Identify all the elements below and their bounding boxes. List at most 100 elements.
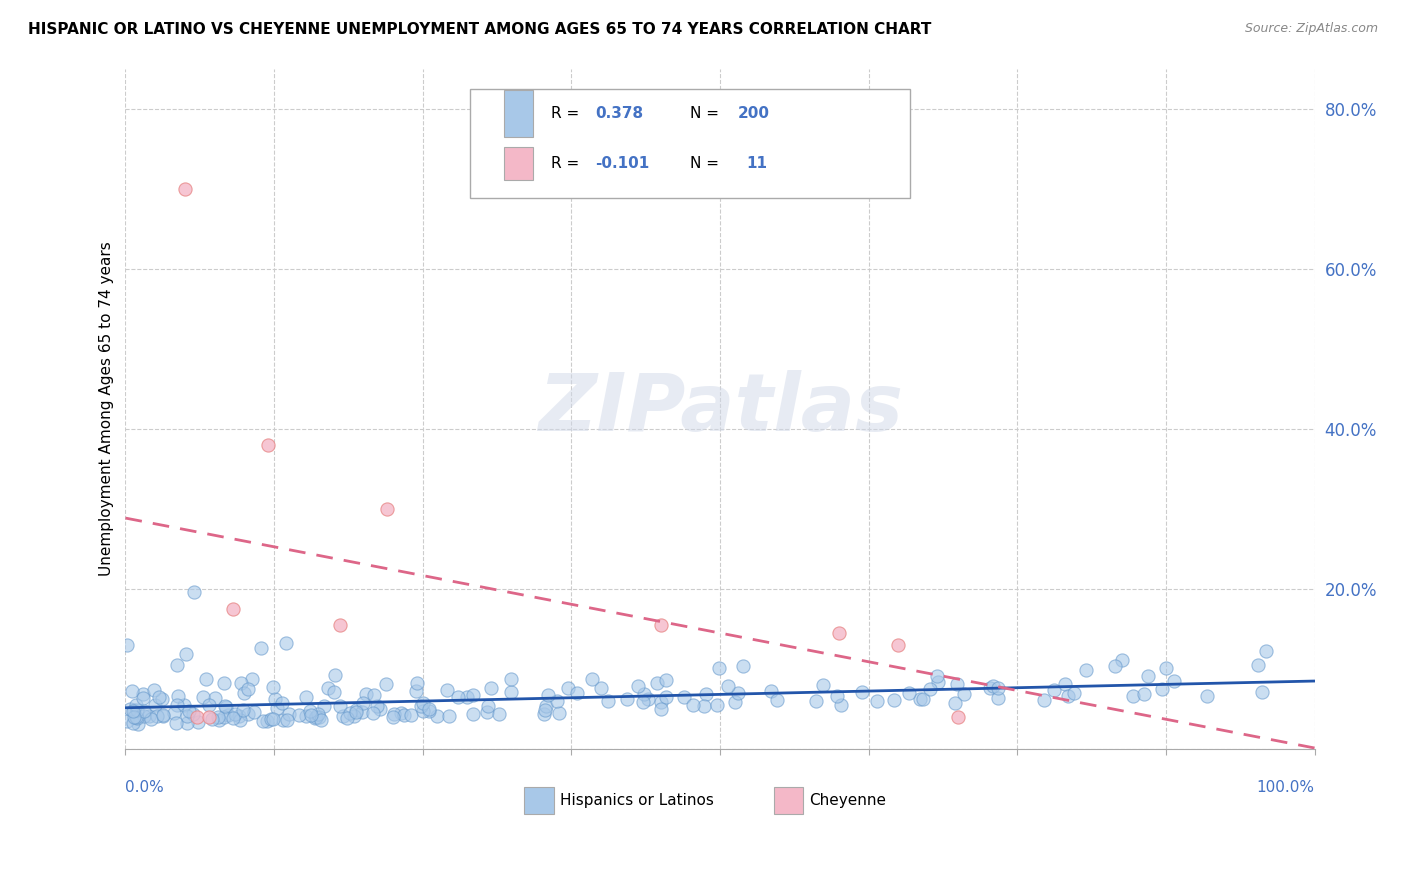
Point — [405, 683, 427, 698]
Point — [392, 708, 415, 723]
Point — [115, 638, 138, 652]
Point — [418, 702, 440, 716]
Point — [1133, 687, 1156, 701]
Point — [224, 706, 246, 721]
Point — [163, 706, 186, 720]
Point — [1057, 689, 1080, 703]
Point — [295, 690, 318, 704]
Point — [145, 709, 167, 723]
Point — [242, 705, 264, 719]
Point — [943, 696, 966, 710]
Point — [987, 681, 1010, 695]
Text: -0.101: -0.101 — [595, 156, 650, 170]
Text: 100.0%: 100.0% — [1257, 780, 1315, 795]
Point — [1246, 657, 1268, 672]
Point — [830, 698, 852, 712]
Point — [911, 692, 934, 706]
Point — [174, 182, 197, 196]
Point — [122, 704, 145, 718]
Point — [207, 709, 229, 723]
Point — [266, 701, 288, 715]
Point — [546, 694, 568, 708]
Point — [132, 704, 155, 718]
Point — [177, 705, 200, 719]
Point — [212, 676, 235, 690]
Point — [187, 715, 209, 730]
Point — [1043, 683, 1066, 698]
Text: Cheyenne: Cheyenne — [810, 793, 886, 808]
Point — [352, 696, 374, 710]
Point — [273, 713, 295, 727]
Point — [276, 636, 298, 650]
Point — [548, 706, 571, 720]
Point — [329, 698, 352, 713]
Point — [987, 691, 1010, 706]
FancyBboxPatch shape — [524, 787, 554, 814]
Point — [436, 683, 458, 698]
Point — [374, 676, 396, 690]
Point — [533, 706, 555, 721]
Point — [399, 708, 422, 723]
Point — [174, 647, 197, 661]
Point — [339, 706, 361, 720]
Point — [312, 699, 335, 714]
Point — [257, 438, 280, 452]
Text: N =: N = — [690, 106, 724, 121]
Point — [299, 707, 322, 722]
Point — [866, 694, 889, 708]
Point — [308, 710, 330, 724]
Point — [596, 694, 619, 708]
Point — [479, 681, 502, 695]
Point — [851, 685, 873, 699]
Point — [152, 708, 174, 723]
Point — [695, 687, 717, 701]
Point — [232, 686, 254, 700]
Point — [176, 708, 198, 723]
Point — [887, 638, 910, 652]
Point — [813, 678, 835, 692]
Point — [412, 704, 434, 718]
Point — [143, 682, 166, 697]
Point — [132, 687, 155, 701]
Point — [1104, 658, 1126, 673]
Point — [806, 694, 828, 708]
Point — [134, 709, 156, 723]
Point — [173, 698, 195, 712]
Point — [953, 687, 976, 701]
Point — [1254, 644, 1277, 658]
Point — [723, 695, 745, 709]
Point — [328, 618, 350, 632]
Point — [946, 710, 969, 724]
Point — [307, 706, 329, 721]
Point — [707, 661, 730, 675]
Text: 0.0%: 0.0% — [125, 780, 165, 795]
Point — [375, 502, 398, 516]
Point — [633, 688, 655, 702]
Point — [366, 698, 388, 713]
Point — [567, 686, 589, 700]
Point — [305, 710, 328, 724]
Point — [125, 711, 148, 725]
Point — [288, 707, 311, 722]
Point — [309, 713, 332, 727]
Point — [828, 626, 851, 640]
Point — [557, 681, 579, 695]
Point — [278, 707, 301, 722]
Text: R =: R = — [551, 156, 585, 170]
Point — [655, 673, 678, 687]
Point — [717, 679, 740, 693]
Text: 200: 200 — [738, 106, 770, 121]
Point — [125, 710, 148, 724]
Point — [217, 707, 239, 722]
Point — [352, 705, 374, 719]
Point — [214, 699, 236, 714]
Point — [262, 712, 284, 726]
Point — [214, 710, 236, 724]
FancyBboxPatch shape — [773, 787, 803, 814]
Point — [534, 699, 557, 714]
Point — [1053, 677, 1076, 691]
Point — [412, 697, 434, 711]
Y-axis label: Unemployment Among Ages 65 to 74 years: Unemployment Among Ages 65 to 74 years — [100, 242, 114, 576]
Point — [918, 681, 941, 696]
Text: 0.378: 0.378 — [595, 106, 644, 121]
